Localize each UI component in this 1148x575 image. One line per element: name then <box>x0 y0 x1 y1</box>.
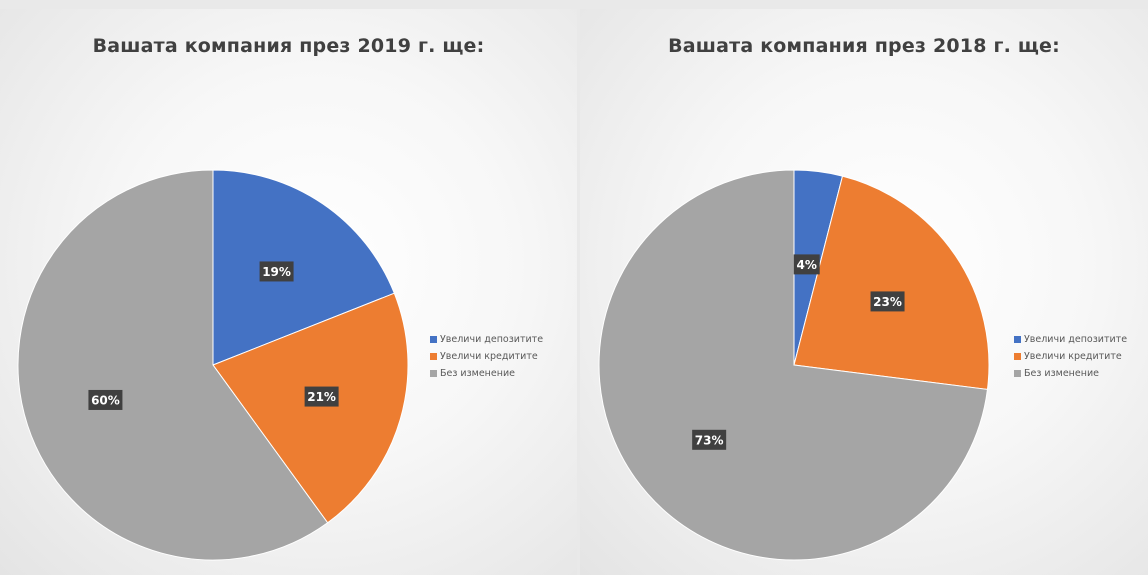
chart-title: Вашата компания през 2019 г. ще: <box>92 35 485 57</box>
legend-label: Увеличи кредитите <box>1024 351 1122 362</box>
data-label-box <box>304 386 339 407</box>
slice-no-change <box>598 169 989 561</box>
legend-swatch <box>430 353 437 360</box>
data-label-box <box>793 254 820 275</box>
data-label: 23% <box>873 295 902 309</box>
legend: Увеличи депозитите Увеличи кредитите Без… <box>430 331 543 382</box>
legend-item-deposits: Увеличи депозитите <box>430 331 543 348</box>
legend-item-credits: Увеличи кредитите <box>430 348 543 365</box>
legend-item-deposits: Увеличи депозитите <box>1014 331 1127 348</box>
chart-title: Вашата компания през 2018 г. ще: <box>668 35 1060 57</box>
data-label-box <box>692 429 727 450</box>
slice-credits <box>793 175 990 390</box>
data-label: 19% <box>262 265 291 279</box>
legend-item-credits: Увеличи кредитите <box>1014 348 1127 365</box>
legend-swatch <box>430 370 437 377</box>
data-label: 73% <box>695 433 724 447</box>
data-label-box <box>88 389 123 410</box>
pie-chart-2018: 4% 23% 73% <box>598 169 990 561</box>
data-label: 21% <box>307 390 336 404</box>
data-label-box <box>870 291 905 312</box>
chart-panel-2019: Вашата компания през 2019 г. ще: 19% 21% 6… <box>0 9 577 575</box>
legend-swatch <box>1014 353 1021 360</box>
slice-deposits <box>212 169 395 366</box>
pie-chart-2019: 19% 21% 60% <box>17 169 409 561</box>
legend-label: Увеличи депозитите <box>440 334 544 345</box>
legend-label: Увеличи кредитите <box>440 351 538 362</box>
legend-swatch <box>1014 370 1021 377</box>
data-label: 60% <box>91 393 120 407</box>
legend-item-no-change: Без изменение <box>430 365 543 382</box>
slice-credits <box>212 292 409 524</box>
legend-swatch <box>1014 336 1021 343</box>
data-label-box <box>259 261 294 282</box>
data-label: 4% <box>797 258 817 272</box>
chart-panel-2018: Вашата компания през 2018 г. ще: 4% 23% 73… <box>580 9 1148 575</box>
legend-label: Увеличи депозитите <box>1024 334 1128 345</box>
slice-no-change <box>17 169 329 561</box>
legend-label: Без изменение <box>1024 368 1099 379</box>
legend-item-no-change: Без изменение <box>1014 365 1127 382</box>
legend-label: Без изменение <box>440 368 515 379</box>
legend-swatch <box>430 336 437 343</box>
legend: Увеличи депозитите Увеличи кредитите Без… <box>1014 331 1127 382</box>
